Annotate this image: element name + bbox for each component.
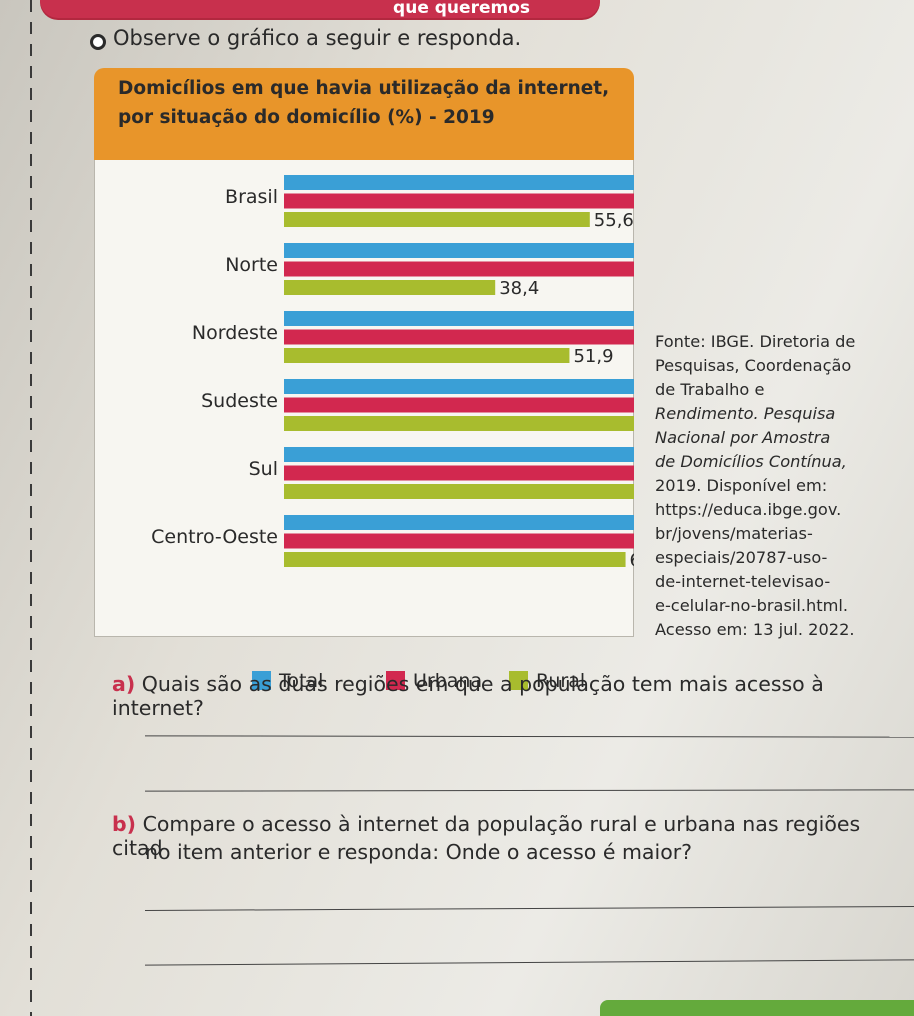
legend-rural: Rural: [509, 670, 585, 692]
category-label: Brasil: [225, 186, 278, 208]
legend-total-label: Total: [279, 670, 324, 692]
source-line: de Trabalho e: [655, 380, 765, 399]
question-b-line1: Compare o acesso à internet da população…: [112, 812, 861, 860]
source-line: Acesso em: 13 jul. 2022.: [655, 620, 855, 639]
legend-total-swatch: [252, 671, 271, 690]
source-line: https://educa.ibge.gov.: [655, 500, 842, 519]
source-line: e-celular-no-brasil.html.: [655, 596, 849, 615]
legend-urbana: Urbana: [386, 670, 482, 692]
header-banner: que queremos: [40, 0, 600, 18]
header-banner-text: que queremos: [393, 0, 530, 18]
bar-rural: [284, 280, 496, 295]
bar-urbana: [284, 397, 634, 413]
legend-rural-label: Rural: [536, 670, 586, 692]
source-line: especiais/20787-uso-: [655, 548, 828, 567]
bottom-strip: [600, 1000, 914, 1016]
bar-rural: [284, 484, 634, 499]
category-label: Sul: [249, 458, 278, 480]
legend-total: Total: [252, 670, 323, 692]
category-label: Norte: [225, 254, 278, 276]
bar-total: [284, 243, 634, 258]
question-b-line2: no item anterior e responda: Onde o aces…: [145, 840, 693, 864]
intro-text: Observe o gráfico a seguir e responda.: [113, 26, 522, 50]
bar-urbana: [284, 193, 634, 209]
question-a-letter: a): [112, 672, 136, 696]
bar-urbana: [284, 261, 634, 277]
source-line: de-internet-televisao-: [655, 572, 831, 591]
source-line: Nacional por Amostra: [655, 428, 831, 447]
data-label: 55,6: [594, 210, 634, 231]
bar-rural: [284, 212, 590, 227]
chart-title: Domicílios em que havia utilização da in…: [118, 78, 610, 128]
source-line: Rendimento. Pesquisa: [655, 404, 836, 423]
data-label: 38,4: [499, 278, 539, 299]
source-line: Fonte: IBGE. Diretoria de: [655, 332, 856, 351]
bar-total: [284, 379, 634, 394]
source-line: br/jovens/materias-: [655, 524, 813, 543]
bar-urbana: [284, 465, 634, 481]
answer-line-a1: [144, 735, 914, 738]
source-citation: Fonte: IBGE. Diretoria de Pesquisas, Coor…: [655, 330, 895, 642]
source-line: de Domicílios Contínua,: [655, 452, 847, 471]
bar-urbana: [284, 329, 634, 345]
category-label: Centro-Oeste: [151, 526, 278, 548]
data-label: 62,1: [630, 550, 634, 571]
category-label: Sudeste: [201, 390, 278, 412]
page-margin-rail: [30, 0, 32, 1016]
category-label: Nordeste: [192, 322, 278, 344]
question-b: b) Compare o acesso à internet da popula…: [112, 812, 914, 860]
question-a-text: Quais são as duas regiões em que a popul…: [112, 672, 824, 720]
source-line: 2019. Disponível em:: [655, 476, 828, 495]
data-label: 51,9: [573, 346, 613, 367]
legend-urbana-swatch: [386, 671, 405, 690]
bar-total: [284, 175, 634, 190]
answer-line-b1: [145, 905, 914, 912]
bar-total: [284, 311, 634, 326]
bar-total: [284, 515, 634, 530]
bar-rural: [284, 416, 634, 431]
bar-rural: [284, 552, 626, 567]
answer-line-a2: [144, 789, 914, 792]
bullet-icon: [90, 34, 106, 50]
source-line: Pesquisas, Coordenação: [655, 356, 852, 375]
bar-rural: [284, 348, 570, 363]
legend-urbana-label: Urbana: [413, 670, 483, 692]
chart-card: Domicílios em que havia utilização da in…: [94, 68, 634, 692]
question-a: a) Quais são as duas regiões em que a po…: [112, 672, 914, 720]
bar-chart: Brasil82,786,755,6Norte76,086,538,4Norde…: [151, 175, 634, 571]
chart-header: Domicílios em que havia utilização da in…: [94, 68, 634, 160]
question-b-letter: b): [112, 812, 137, 836]
bar-total: [284, 447, 634, 462]
legend-rural-swatch: [509, 671, 528, 690]
bar-urbana: [284, 533, 634, 549]
answer-line-b2: [145, 959, 914, 966]
